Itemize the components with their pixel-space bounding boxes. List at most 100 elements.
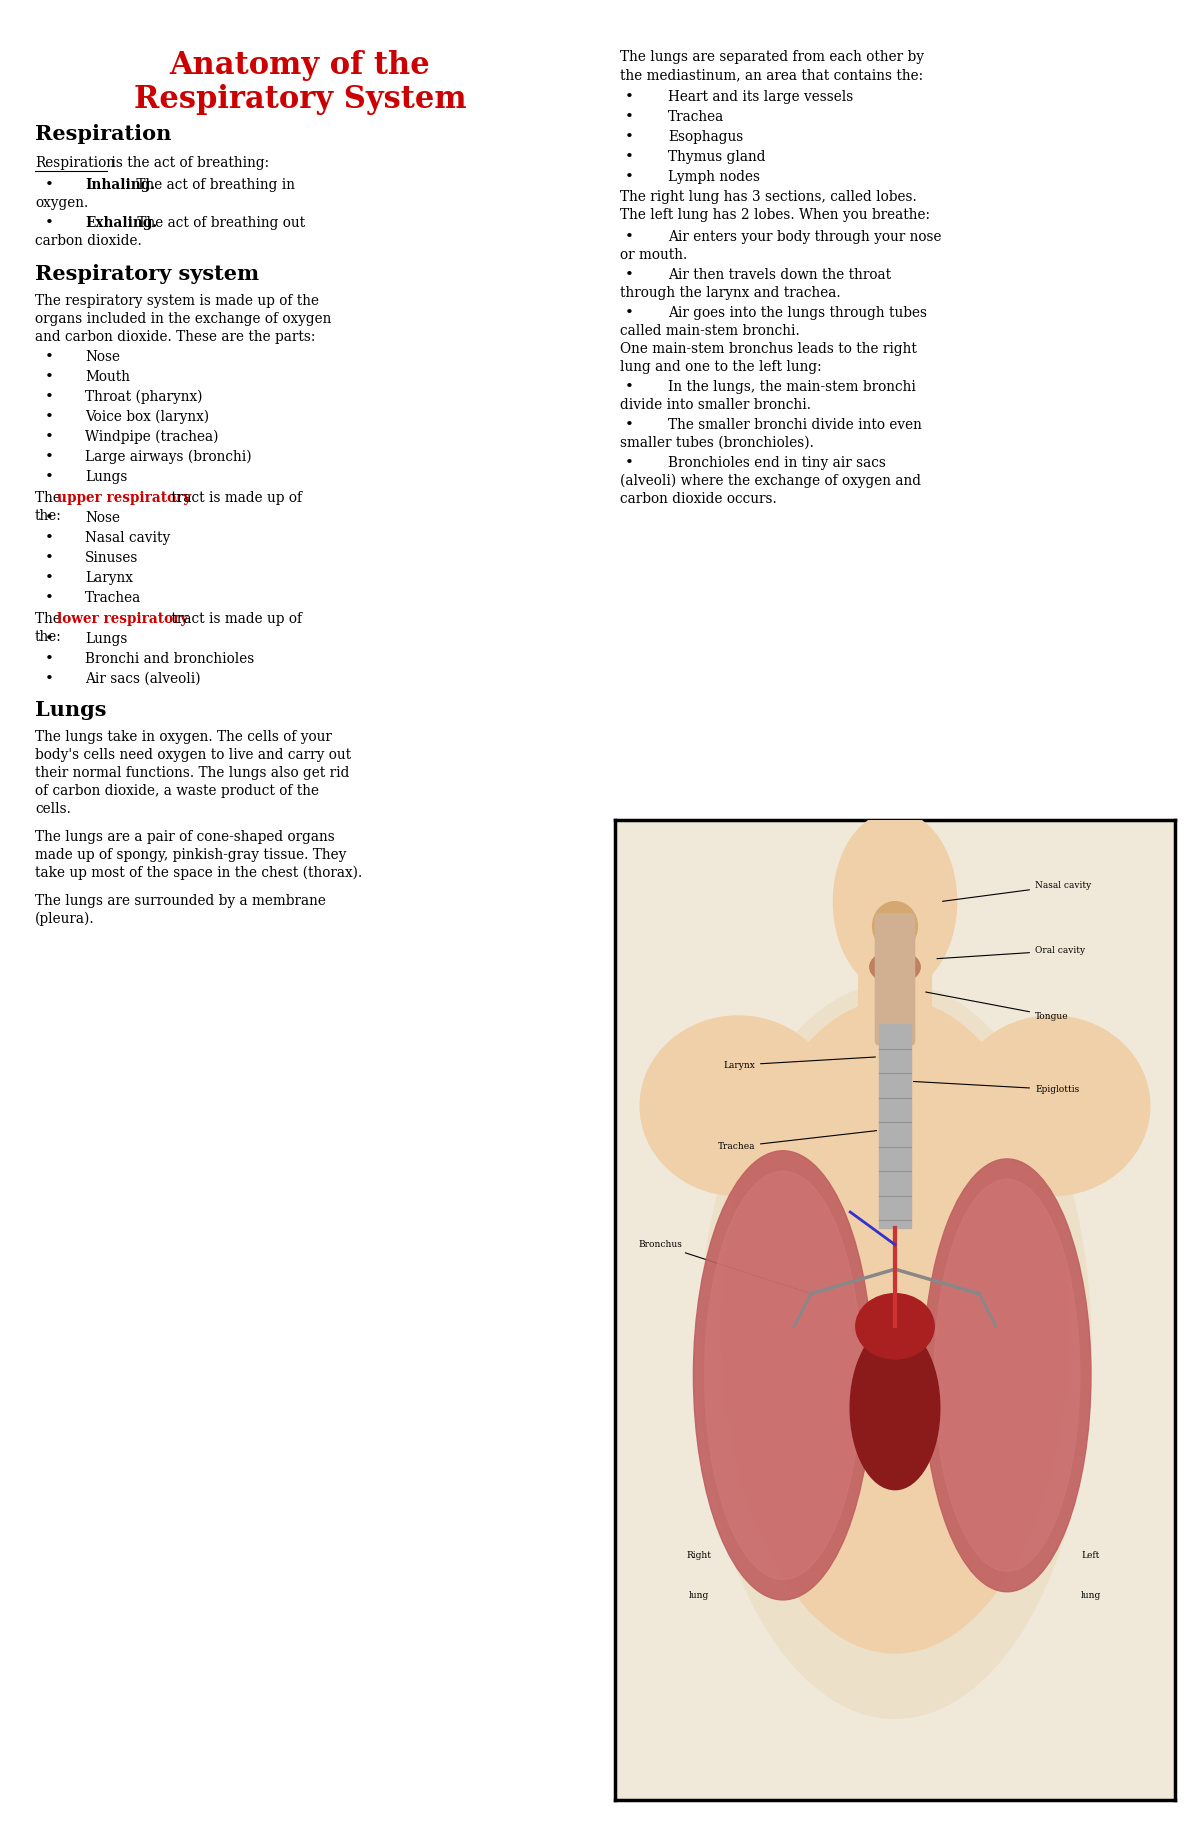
Text: smaller tubes (bronchioles).: smaller tubes (bronchioles). [620,437,814,450]
FancyBboxPatch shape [859,914,931,1028]
Ellipse shape [872,901,918,951]
Text: organs included in the exchange of oxygen: organs included in the exchange of oxyge… [35,312,331,327]
Text: Larynx: Larynx [85,571,133,585]
Text: Air goes into the lungs through tubes: Air goes into the lungs through tubes [668,306,928,319]
Text: •: • [625,306,634,319]
FancyBboxPatch shape [876,914,914,1044]
Text: The lungs are a pair of cone-shaped organs: The lungs are a pair of cone-shaped orga… [35,829,335,844]
Text: •: • [625,90,634,105]
Text: •: • [46,371,54,384]
Text: (pleura).: (pleura). [35,912,95,927]
Text: Respiration: Respiration [35,125,172,143]
Text: The: The [35,492,65,505]
Ellipse shape [694,1151,872,1600]
Text: •: • [46,391,54,404]
Text: Tongue: Tongue [925,993,1069,1020]
Text: The smaller bronchi divide into even: The smaller bronchi divide into even [668,418,922,431]
Text: The: The [35,613,65,626]
Text: upper respiratory: upper respiratory [58,492,191,505]
Text: Mouth: Mouth [85,371,130,384]
Text: Windpipe (trachea): Windpipe (trachea) [85,429,218,444]
Text: •: • [46,591,54,606]
Text: •: • [625,457,634,470]
Ellipse shape [833,811,956,991]
Text: Throat (pharynx): Throat (pharynx) [85,391,203,404]
Text: In the lungs, the main-stem bronchi: In the lungs, the main-stem bronchi [668,380,916,395]
Text: is the act of breathing:: is the act of breathing: [107,156,269,171]
Text: The left lung has 2 lobes. When you breathe:: The left lung has 2 lobes. When you brea… [620,207,930,222]
Text: Right: Right [686,1551,712,1560]
Text: their normal functions. The lungs also get rid: their normal functions. The lungs also g… [35,765,349,780]
Text: •: • [625,110,634,125]
Text: lung and one to the left lung:: lung and one to the left lung: [620,360,822,374]
Ellipse shape [856,1294,935,1360]
Text: Trachea: Trachea [718,1130,876,1151]
Text: Nasal cavity: Nasal cavity [942,881,1091,901]
Text: Anatomy of the: Anatomy of the [169,50,431,81]
Text: The respiratory system is made up of the: The respiratory system is made up of the [35,294,319,308]
Text: Bronchioles end in tiny air sacs: Bronchioles end in tiny air sacs [668,457,886,470]
Text: The lungs take in oxygen. The cells of your: The lungs take in oxygen. The cells of y… [35,730,332,743]
Text: The lungs are surrounded by a membrane: The lungs are surrounded by a membrane [35,894,326,908]
Text: cells.: cells. [35,802,71,817]
Text: •: • [46,178,54,193]
Text: lung: lung [689,1591,709,1600]
Ellipse shape [641,1017,836,1196]
Text: Bronchus: Bronchus [638,1240,809,1294]
Text: body's cells need oxygen to live and carry out: body's cells need oxygen to live and car… [35,749,352,762]
Text: The lungs are separated from each other by: The lungs are separated from each other … [620,50,924,64]
Text: •: • [46,350,54,363]
Text: Heart and its large vessels: Heart and its large vessels [668,90,853,105]
Text: Air sacs (alveoli): Air sacs (alveoli) [85,672,200,686]
Text: take up most of the space in the chest (thorax).: take up most of the space in the chest (… [35,866,362,881]
Text: •: • [46,672,54,686]
Text: Exhaling.: Exhaling. [85,217,157,229]
Ellipse shape [851,1327,940,1490]
Ellipse shape [935,1180,1080,1571]
Text: •: • [625,229,634,244]
Text: Air then travels down the throat: Air then travels down the throat [668,268,892,283]
Text: or mouth.: or mouth. [620,248,688,262]
Text: •: • [46,450,54,464]
Text: Epiglottis: Epiglottis [913,1081,1079,1094]
Text: •: • [46,429,54,444]
Text: •: • [625,380,634,395]
Text: divide into smaller bronchi.: divide into smaller bronchi. [620,398,811,413]
Ellipse shape [698,984,1091,1718]
Text: The right lung has 3 sections, called lobes.: The right lung has 3 sections, called lo… [620,191,917,204]
Ellipse shape [954,1017,1150,1196]
Text: Trachea: Trachea [85,591,142,606]
Text: •: • [46,470,54,484]
Text: oxygen.: oxygen. [35,196,89,209]
Text: and carbon dioxide. These are the parts:: and carbon dioxide. These are the parts: [35,330,316,343]
Text: lower respiratory: lower respiratory [58,613,188,626]
Text: •: • [625,418,634,431]
Text: The act of breathing in: The act of breathing in [132,178,295,193]
Text: Air enters your body through your nose: Air enters your body through your nose [668,229,942,244]
Text: (alveoli) where the exchange of oxygen and: (alveoli) where the exchange of oxygen a… [620,473,922,488]
Text: Respiratory System: Respiratory System [133,84,467,116]
Text: Respiration: Respiration [35,156,115,171]
Text: Nose: Nose [85,350,120,363]
Text: •: • [46,217,54,229]
Text: The act of breathing out: The act of breathing out [133,217,305,229]
Text: made up of spongy, pinkish-gray tissue. They: made up of spongy, pinkish-gray tissue. … [35,848,347,862]
Text: the mediastinum, an area that contains the:: the mediastinum, an area that contains t… [620,68,923,83]
Text: of carbon dioxide, a waste product of the: of carbon dioxide, a waste product of th… [35,784,319,798]
Text: the:: the: [35,508,61,523]
Text: tract is made up of: tract is made up of [167,492,302,505]
Text: •: • [625,130,634,143]
Ellipse shape [704,1171,862,1580]
Text: Lymph nodes: Lymph nodes [668,171,760,184]
Text: •: • [625,150,634,163]
Text: Nasal cavity: Nasal cavity [85,530,170,545]
Text: Voice box (larynx): Voice box (larynx) [85,409,209,424]
Bar [880,1024,911,1228]
Text: Larynx: Larynx [724,1057,876,1070]
Text: •: • [46,409,54,424]
Ellipse shape [721,1000,1068,1653]
Text: Lungs: Lungs [35,699,107,719]
Text: lung: lung [1081,1591,1102,1600]
Text: carbon dioxide occurs.: carbon dioxide occurs. [620,492,776,506]
Text: Large airways (bronchi): Large airways (bronchi) [85,450,252,464]
